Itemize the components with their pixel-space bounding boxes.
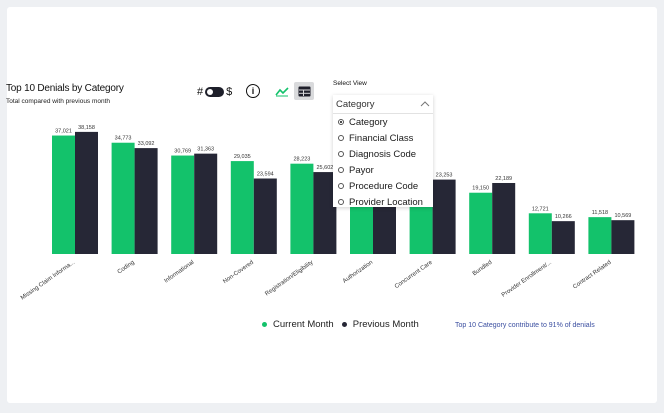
x-tick-label: Authorization (342, 260, 374, 285)
dropdown-current-value: Category (336, 98, 375, 110)
dropdown-option[interactable]: Provider Location (333, 194, 433, 207)
table-view-button[interactable] (294, 82, 314, 100)
x-tick-label: Bundled (472, 260, 493, 278)
current-month-swatch (262, 322, 267, 327)
data-label: 23,253 (436, 173, 453, 179)
dropdown-option-label: Provider Location (349, 196, 423, 208)
dropdown-option[interactable]: Procedure Code (333, 178, 433, 194)
count-amount-toggle[interactable]: # $ (197, 86, 232, 98)
table-icon (298, 86, 310, 96)
chart-legend: Current Month Previous Month (262, 319, 419, 330)
dropdown-header[interactable]: Category (333, 95, 433, 114)
bar-current-month[interactable] (230, 161, 254, 254)
x-tick-label: Contract Related (572, 260, 612, 291)
dropdown-option[interactable]: Financial Class (333, 130, 433, 146)
radio-icon (338, 135, 344, 141)
bar-previous-month[interactable] (492, 182, 516, 254)
dropdown-option[interactable]: Diagnosis Code (333, 146, 433, 162)
data-label: 12,721 (532, 206, 549, 212)
bar-current-month[interactable] (111, 142, 135, 254)
bar-current-month[interactable] (528, 213, 552, 254)
data-label: 19,150 (472, 186, 489, 192)
footnote: Top 10 Category contribute to 91% of den… (455, 322, 595, 329)
previous-month-swatch (341, 322, 347, 327)
radio-icon (338, 167, 344, 173)
dropdown-options: Category Financial Class Diagnosis Code Pay… (333, 114, 433, 207)
data-label: 11,518 (592, 210, 608, 216)
toggle-knob (207, 89, 214, 95)
chevron-up-icon (420, 101, 430, 107)
x-tick-label: Non-Covered (222, 260, 255, 285)
x-tick-label: Missing Claim Informa... (20, 260, 76, 302)
select-view-dropdown[interactable]: Category Category Financial Class Diagnosi… (333, 95, 433, 207)
chart-subtitle: Total compared with previous month (6, 98, 111, 105)
view-buttons (272, 82, 314, 100)
bar-previous-month[interactable] (194, 153, 218, 254)
data-label: 10,569 (614, 213, 631, 219)
x-tick-label: Provider Enrollment/... (501, 260, 553, 299)
data-label: 22,189 (495, 176, 512, 182)
data-label: 38,158 (78, 125, 95, 131)
data-label: 10,266 (555, 214, 572, 220)
dropdown-option-label: Financial Class (349, 132, 414, 144)
bar-previous-month[interactable] (313, 172, 337, 254)
bar-current-month[interactable] (469, 192, 493, 254)
legend-current-label: Current Month (273, 319, 334, 330)
bar-previous-month[interactable] (75, 131, 98, 254)
dropdown-option-label: Diagnosis Code (349, 148, 417, 160)
data-label: 28,223 (293, 157, 310, 163)
bar-previous-month[interactable] (432, 179, 456, 254)
dropdown-option-label: Procedure Code (349, 180, 419, 192)
line-chart-icon (275, 86, 289, 96)
x-tick-label: Registration/Eligibility (264, 260, 314, 298)
dropdown-option[interactable]: Category (333, 114, 433, 130)
data-label: 30,769 (174, 149, 191, 155)
chart-title: Top 10 Denials by Category (6, 83, 124, 94)
bar-current-month[interactable] (52, 135, 75, 254)
x-tick-label: Informational (163, 260, 195, 285)
bar-previous-month[interactable] (134, 148, 158, 254)
data-label: 31,363 (197, 147, 214, 153)
data-label: 37,021 (55, 129, 72, 135)
radio-icon (338, 119, 344, 125)
radio-icon (338, 199, 344, 205)
bar-current-month[interactable] (171, 155, 195, 254)
data-label: 25,602 (316, 165, 333, 171)
info-icon[interactable]: i (246, 84, 260, 98)
bar-previous-month[interactable] (611, 220, 635, 254)
x-tick-label: Concurrent Care (394, 259, 434, 290)
data-label: 29,035 (234, 154, 251, 160)
dropdown-option-label: Payor (349, 164, 374, 176)
bar-current-month[interactable] (290, 163, 314, 254)
radio-icon (338, 151, 344, 157)
toggle-left-label: # (197, 86, 204, 98)
toggle-switch[interactable] (205, 87, 225, 97)
dropdown-option[interactable]: Payor (333, 162, 433, 178)
legend-previous-label: Previous Month (352, 319, 419, 330)
bar-current-month[interactable] (588, 217, 612, 254)
data-label: 33,092 (138, 141, 155, 147)
x-tick-labels: Missing Claim Informa... Coding Informatio… (20, 259, 613, 301)
toggle-right-label: $ (226, 86, 233, 98)
bar-previous-month[interactable] (253, 178, 277, 254)
bar-previous-month[interactable] (551, 221, 575, 254)
dropdown-option-label: Category (349, 116, 388, 128)
line-chart-button[interactable] (272, 82, 292, 100)
select-view-label: Select View (333, 80, 367, 87)
x-tick-label: Coding (117, 260, 136, 276)
radio-icon (338, 183, 344, 189)
data-label: 34,773 (115, 136, 132, 142)
data-label: 23,594 (257, 171, 274, 177)
